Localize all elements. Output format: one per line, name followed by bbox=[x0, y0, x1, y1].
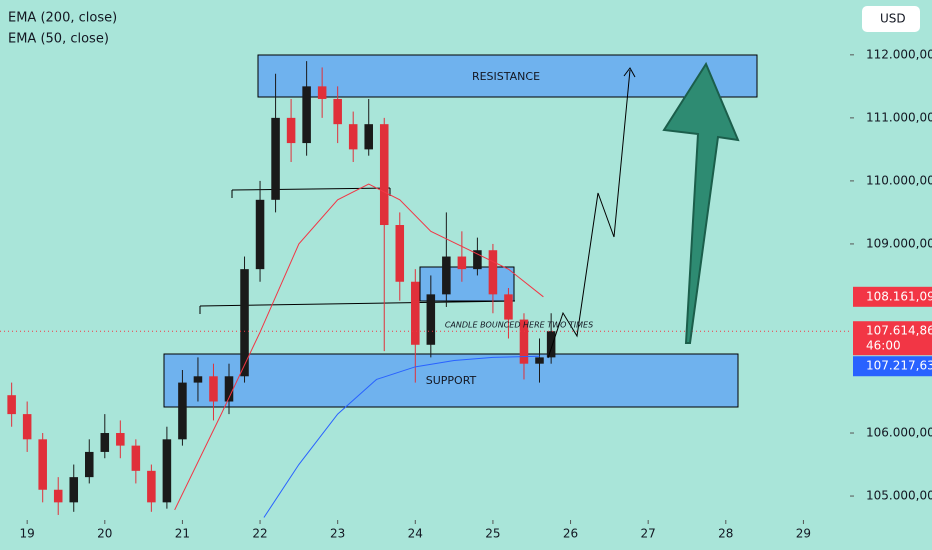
x-tick-label: 28 bbox=[718, 527, 733, 541]
x-tick-label: 20 bbox=[97, 527, 112, 541]
y-tick-label: 109.000,00 bbox=[866, 236, 932, 250]
currency-button[interactable] bbox=[862, 6, 920, 32]
x-tick-label: 27 bbox=[641, 527, 656, 541]
candle-body bbox=[348, 124, 358, 150]
candle-body bbox=[255, 199, 265, 270]
candle-body bbox=[147, 470, 156, 503]
price-tag-label: 108.161,09 bbox=[866, 289, 932, 303]
x-tick-label: 26 bbox=[563, 527, 578, 541]
legend-entry: EMA (200, close) bbox=[8, 11, 117, 26]
candle-body bbox=[7, 395, 16, 415]
candle-body bbox=[85, 451, 94, 478]
axes: 19 20 21 22 23 24 25 26 27 28 29 105.000,00 106.000,… bbox=[20, 47, 932, 541]
x-tick-label: 23 bbox=[330, 527, 345, 541]
candle-body bbox=[209, 376, 218, 402]
candle-body bbox=[442, 256, 451, 295]
candle-body bbox=[116, 433, 125, 446]
candle-body bbox=[53, 489, 63, 503]
candle-body bbox=[224, 376, 234, 402]
x-tick-label: 24 bbox=[408, 527, 423, 541]
candle-body bbox=[22, 414, 32, 440]
candle-body bbox=[333, 98, 342, 125]
candle-body bbox=[240, 269, 249, 377]
ema-line bbox=[174, 183, 544, 511]
candle-body bbox=[519, 319, 529, 364]
candle-body bbox=[457, 256, 467, 270]
price-tag-label: 107.217,63 bbox=[866, 359, 932, 373]
y-tick-label: 106.000,00 bbox=[866, 426, 932, 440]
candle-body bbox=[162, 439, 172, 503]
plot bbox=[7, 61, 556, 518]
candle-body bbox=[131, 445, 141, 471]
candle-body bbox=[100, 433, 110, 452]
candle-body bbox=[535, 357, 544, 364]
candle-body bbox=[302, 86, 311, 144]
candle-body bbox=[379, 124, 389, 226]
resistance-zone bbox=[257, 54, 758, 98]
countdown: 46:00 bbox=[866, 339, 901, 353]
candle-body bbox=[69, 477, 79, 503]
candle-body bbox=[473, 250, 482, 270]
y-tick-label: 111.000,00 bbox=[866, 110, 932, 124]
candle-body bbox=[193, 376, 203, 383]
currency-label: USD bbox=[880, 12, 906, 26]
price-tag-label: 107.614,86 bbox=[866, 324, 932, 338]
y-tick-label: 110.000,00 bbox=[866, 173, 932, 187]
trend-line bbox=[199, 300, 516, 307]
ema-line bbox=[263, 355, 540, 518]
note-label: CANDLE BOUNCED HERE TWO TIMES bbox=[445, 321, 593, 330]
projection-arrowhead bbox=[623, 67, 636, 78]
candle-body bbox=[38, 439, 47, 490]
price-tag bbox=[853, 321, 932, 356]
small-zone bbox=[419, 266, 515, 302]
x-tick-label: 21 bbox=[175, 527, 190, 541]
trend-line bbox=[231, 187, 391, 191]
resistance-label: RESISTANCE bbox=[472, 70, 540, 83]
candle-body bbox=[317, 86, 327, 99]
candle-body bbox=[364, 124, 373, 150]
y-tick-label: 105.000,00 bbox=[866, 489, 932, 503]
candle-body bbox=[504, 294, 513, 320]
price-tag bbox=[853, 286, 932, 307]
legend-entry: EMA (50, close) bbox=[8, 32, 109, 47]
x-tick-label: 19 bbox=[20, 527, 35, 541]
projection-path bbox=[547, 69, 631, 359]
candle-body bbox=[546, 331, 556, 358]
candle-body bbox=[271, 117, 280, 200]
candle-body bbox=[426, 294, 436, 345]
x-tick-label: 29 bbox=[796, 527, 811, 541]
price-tag bbox=[853, 356, 932, 377]
x-tick-label: 25 bbox=[485, 527, 500, 541]
candle-body bbox=[395, 225, 405, 282]
y-tick-label: 112.000,00 bbox=[866, 47, 932, 61]
support-label: SUPPORT bbox=[426, 374, 477, 387]
candle-body bbox=[178, 382, 187, 440]
support-zone bbox=[163, 353, 739, 408]
big-arrow bbox=[662, 61, 740, 344]
x-tick-label: 22 bbox=[252, 527, 267, 541]
candle-body bbox=[411, 281, 420, 345]
candle-body bbox=[286, 117, 296, 144]
candle-body bbox=[488, 250, 498, 295]
